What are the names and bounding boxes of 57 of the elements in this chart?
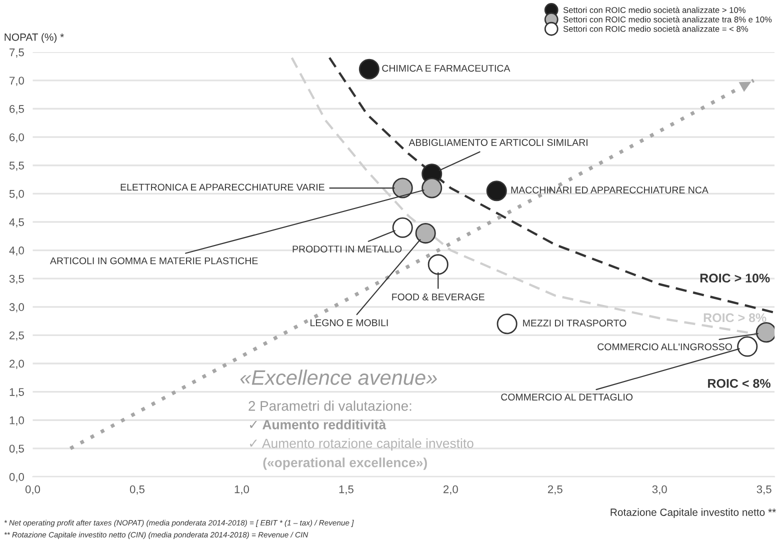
annotation: COMMERCIO AL DETTAGLIO (501, 394, 633, 401)
x-tick-label: 1,0 (234, 485, 249, 495)
annotation: ROIC > 10% (700, 274, 770, 283)
point (428, 254, 448, 275)
x-tick-label: 2,0 (444, 485, 458, 495)
annotation: ELETTRONICA E APPARECCHIATURE VARIE (120, 184, 324, 191)
legend-label: Settori con ROIC medio società analizzate > 10% (563, 6, 746, 14)
point (415, 223, 436, 244)
point (392, 178, 413, 198)
point (422, 178, 442, 198)
y-tick-label: 3,0 (9, 303, 24, 312)
x-axis-title: Rotazione Capitale investito netto ** (610, 508, 776, 518)
annotation: ✓ Aumento redditività (250, 420, 386, 430)
y-tick-label: 6,5 (10, 105, 24, 114)
point (358, 58, 380, 80)
x-tick-label: 3,5 (756, 485, 772, 495)
y-tick-label: 1,0 (10, 416, 24, 426)
point (486, 180, 507, 202)
x-tick-label: 0,5 (130, 485, 144, 495)
point (392, 217, 413, 238)
y-tick-label: 2,5 (10, 331, 24, 341)
y-tick-label: 2,0 (10, 360, 24, 369)
y-tick-label: 0,5 (9, 444, 24, 454)
annotation: PRODOTTI IN METALLO (292, 246, 402, 252)
y-tick-label: 7,0 (10, 76, 24, 86)
point (496, 314, 518, 334)
y-tick-label: 1,5 (10, 388, 24, 398)
annotation: COMMERCIO ALL'INGROSSO (598, 343, 732, 350)
y-tick-label: 3,5 (9, 274, 24, 284)
y-tick-label: 5,5 (9, 162, 24, 171)
x-tick-label: 0,0 (25, 485, 40, 495)
legend-label: Settori con ROIC medio società analizzate tra 8% e 10% (563, 16, 772, 22)
y-tick-label: 7,5 (10, 48, 24, 58)
x-tick-label: 2,5 (548, 485, 562, 495)
annotation: MACCHINARI ED APPARECCHIATURE NCA (511, 186, 708, 194)
point (737, 336, 758, 357)
annotation: LEGNO E MOBILI (310, 319, 388, 326)
x-tick-label: 3,0 (652, 485, 667, 495)
annotation: 2 Parametri di valutazione: (248, 400, 412, 411)
point (756, 322, 775, 343)
y-tick-label: 4,5 (9, 218, 24, 228)
y-tick-label: 4,0 (9, 246, 24, 256)
annotation: ROIC < 8% (708, 378, 770, 388)
y-tick-label: 6,0 (10, 133, 24, 142)
annotation: («operational excellence») (263, 458, 427, 470)
x-tick-label: 1,5 (339, 485, 354, 495)
annotation: FOOD & BEVERAGE (392, 294, 484, 300)
annotation: ARTICOLI IN GOMMA E MATERIE PLASTICHE (50, 257, 258, 264)
annotation: CHIMICA E FARMACEUTICA (382, 64, 510, 72)
y-tick-label: 5,0 (9, 190, 24, 200)
annotation: ✓ Aumento rotazione capitale investito (250, 438, 474, 451)
annotation: «Excellence avenue» (240, 370, 437, 385)
y-tick-label: 0,0 (9, 473, 24, 482)
annotation: MEZZI DI TRASPORTO (523, 320, 626, 326)
annotation: ABBIGLIAMENTO E ARTICOLI SIMILARI (408, 139, 588, 146)
y-axis-title: NOPAT (%) * (4, 33, 64, 43)
legend-label: Settori con ROIC medio società analizzate = < 8% (563, 26, 748, 32)
